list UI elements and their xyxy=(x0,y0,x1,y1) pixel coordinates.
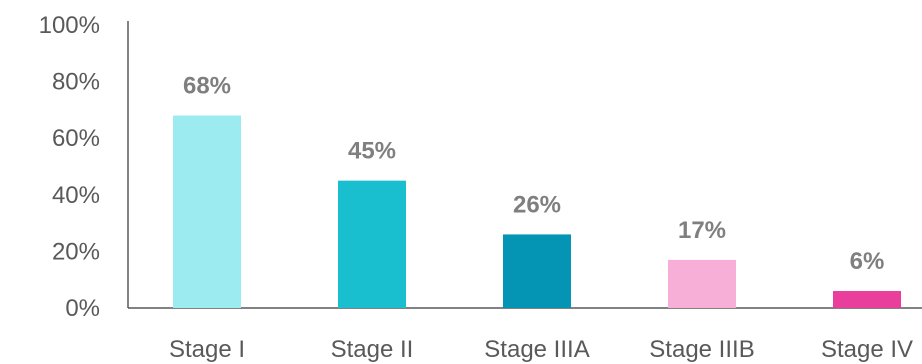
bar xyxy=(503,234,571,308)
data-label: 45% xyxy=(348,138,396,165)
category-label: Stage I xyxy=(169,336,245,363)
data-label: 26% xyxy=(513,191,561,218)
y-tick-label: 20% xyxy=(52,238,100,265)
data-label: 68% xyxy=(183,73,231,100)
bar xyxy=(833,291,901,308)
y-tick-label: 80% xyxy=(52,69,100,96)
bar xyxy=(668,259,736,308)
y-tick-label: 0% xyxy=(65,295,100,322)
y-axis-ticks: 0% 20% 40% 60% 80% 100% xyxy=(39,12,100,322)
category-label: Stage IIIB xyxy=(649,336,754,363)
category-label: Stage IV xyxy=(821,336,913,363)
y-tick-label: 100% xyxy=(39,12,100,39)
y-tick-label: 60% xyxy=(52,125,100,152)
category-label: Stage II xyxy=(331,336,414,363)
category-label: Stage IIIA xyxy=(484,336,589,363)
bar xyxy=(338,180,406,308)
category-labels: Stage I Stage II Stage IIIA Stage IIIB Stage… xyxy=(169,336,913,363)
data-label: 6% xyxy=(850,248,885,275)
bars xyxy=(173,115,901,308)
bar xyxy=(173,115,241,308)
data-labels: 68% 45% 26% 17% 6% xyxy=(183,73,884,275)
y-tick-label: 40% xyxy=(52,182,100,209)
data-label: 17% xyxy=(678,217,726,244)
